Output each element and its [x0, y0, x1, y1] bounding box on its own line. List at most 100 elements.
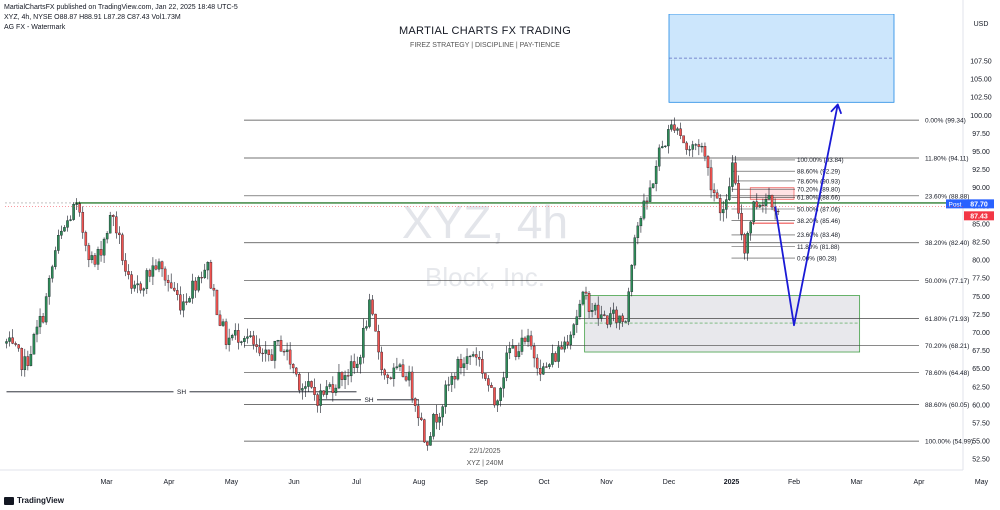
candle-body [465, 356, 469, 364]
candle-body [386, 374, 390, 378]
candle-body [609, 313, 612, 325]
candle-body [133, 284, 136, 289]
candle-body [29, 354, 33, 366]
candle-body [691, 144, 695, 150]
candle-body [502, 377, 505, 389]
post-price-value: 87.70 [970, 201, 988, 208]
y-tick-label: 70.00 [972, 330, 990, 337]
candle-body [337, 372, 341, 389]
candle-body [237, 330, 240, 343]
candle-body [438, 416, 441, 423]
candle-body [532, 345, 536, 359]
candle-body [108, 215, 112, 234]
short-fib-label: 100.00% (93.84) [797, 157, 844, 164]
candle-body [706, 156, 710, 168]
candle-body [398, 364, 402, 367]
fib-level-label: 38.20% (82.40) [925, 240, 969, 247]
candle-body [615, 309, 618, 323]
x-tick-label: Apr [164, 479, 176, 486]
candle-body [273, 340, 277, 361]
candle-body [310, 381, 313, 388]
watermark-title: MARTIAL CHARTS FX TRADING [399, 25, 571, 37]
candle-body [102, 238, 106, 256]
y-tick-label: 100.00 [970, 113, 992, 120]
y-tick-label: 75.00 [972, 294, 990, 301]
candle-body [563, 341, 566, 350]
candle-body [673, 124, 676, 131]
candle-body [404, 376, 408, 381]
candle-body [54, 250, 57, 267]
tradingview-logo-icon [4, 496, 14, 505]
candle-body [767, 194, 771, 200]
candle-body [276, 340, 280, 342]
candle-body [581, 291, 585, 305]
fib-level-label: 70.20% (68.21) [925, 343, 969, 350]
candle-body [441, 406, 444, 418]
fib-level-label: 11.80% (94.11) [925, 155, 968, 162]
x-tick-label: 2025 [724, 479, 740, 486]
candle-body [212, 287, 216, 291]
candle-body [285, 349, 289, 352]
candle-body [770, 194, 774, 208]
short-fib-label: 70.20% (89.80) [797, 186, 840, 193]
candle-body [182, 301, 185, 311]
candle-body [462, 363, 466, 368]
candle-body [230, 335, 234, 339]
candle-body [642, 200, 646, 219]
candle-body [316, 394, 319, 406]
candle-body [349, 361, 353, 377]
y-tick-label: 67.50 [972, 348, 990, 355]
watermark-ticker: XYZ, 4h [402, 196, 568, 248]
candle-body [435, 414, 438, 423]
candle-body [246, 336, 249, 339]
x-tick-label: Aug [413, 479, 426, 486]
candle-body [87, 245, 91, 261]
projection-arrowhead [830, 103, 843, 115]
candle-body [78, 203, 81, 213]
watermark-interval: XYZ | 240M [467, 460, 504, 467]
x-tick-label: Sep [475, 479, 488, 486]
candle-body [224, 321, 228, 345]
candle-body [163, 268, 167, 281]
y-tick-label: 72.50 [972, 312, 990, 319]
candle-body [298, 373, 301, 391]
candle-body [47, 278, 51, 297]
x-tick-label: Jun [288, 479, 299, 486]
candle-body [169, 282, 173, 289]
candle-body [450, 376, 454, 385]
candle-body [130, 274, 133, 289]
short-fib-label: 11.80% (81.88) [797, 244, 840, 251]
candle-body [185, 301, 188, 303]
candle-body [514, 345, 518, 357]
candle-body [57, 235, 60, 251]
candle-body [624, 321, 627, 323]
fib-level-label: 23.60% (88.88) [925, 193, 969, 200]
candle-body [355, 363, 359, 368]
candle-body [5, 341, 8, 344]
candle-body [148, 270, 152, 277]
fib-level-label: 61.80% (71.93) [925, 316, 969, 323]
candle-body [731, 162, 734, 187]
candle-body [90, 255, 94, 261]
candle-body [294, 367, 298, 375]
candle-body [124, 260, 127, 272]
candle-body [264, 349, 268, 354]
candle-body [648, 187, 652, 202]
candle-body [20, 348, 24, 371]
candle-body [477, 356, 481, 360]
candle-body [538, 368, 542, 375]
candle-body [679, 128, 682, 136]
candle-body [545, 366, 548, 368]
candle-body [453, 376, 457, 380]
candle-body [23, 356, 27, 371]
indicator-label[interactable]: AG FX - Watermark [4, 24, 66, 31]
candle-body [712, 189, 716, 194]
candle-body [304, 386, 307, 389]
candle-body [697, 144, 701, 147]
candle-body [96, 249, 100, 265]
candle-body [11, 337, 14, 344]
projection-path [774, 104, 839, 327]
x-tick-label: Jul [352, 479, 361, 486]
candle-body [682, 135, 685, 144]
